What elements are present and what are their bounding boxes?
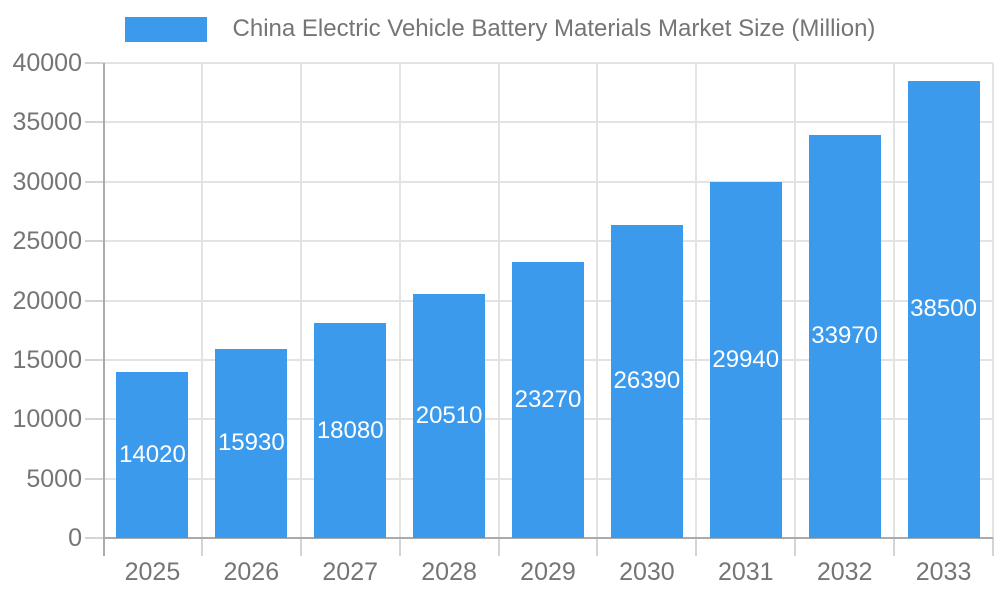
y-axis-label: 5000 (26, 464, 82, 493)
x-tick (893, 538, 896, 556)
x-tick (398, 538, 401, 556)
x-tick (200, 538, 203, 556)
bar-value-label: 18080 (316, 416, 384, 444)
v-gridline (497, 63, 500, 538)
x-tick (497, 538, 500, 556)
h-gridline (103, 121, 993, 124)
y-axis-label: 40000 (12, 49, 82, 77)
bar[interactable] (413, 294, 486, 538)
v-gridline (992, 63, 994, 538)
x-axis-line (103, 537, 993, 539)
v-gridline (398, 63, 401, 538)
y-tick (85, 299, 103, 302)
v-gridline (794, 63, 797, 538)
x-axis-label: 2028 (421, 558, 477, 586)
x-tick (596, 538, 599, 556)
y-tick (85, 240, 103, 243)
bar-value-label: 33970 (811, 322, 879, 350)
y-tick (85, 358, 103, 361)
x-axis-label: 2031 (717, 558, 774, 586)
x-tick (794, 538, 797, 556)
v-gridline (695, 63, 698, 538)
bar[interactable] (808, 134, 881, 538)
y-tick (85, 537, 103, 539)
bar-value-label: 29940 (712, 346, 780, 374)
y-tick (85, 477, 103, 480)
bar-value-label: 23270 (514, 385, 582, 413)
bar-value-label: 20510 (415, 402, 483, 430)
v-gridline (596, 63, 599, 538)
bar[interactable] (314, 323, 387, 538)
h-gridline (103, 180, 993, 183)
y-tick (85, 62, 103, 64)
x-axis-label: 2033 (915, 558, 972, 586)
y-tick (85, 418, 103, 421)
y-tick (85, 121, 103, 124)
y-axis-label: 35000 (12, 108, 82, 137)
bar-value-label: 26390 (613, 367, 681, 395)
y-tick (85, 180, 103, 183)
x-axis-label: 2029 (520, 558, 576, 586)
x-tick (992, 538, 994, 556)
bar-value-label: 15930 (217, 429, 285, 457)
v-gridline (893, 63, 896, 538)
bar[interactable] (512, 261, 584, 538)
y-axis-label: 15000 (12, 345, 82, 374)
x-axis-label: 2026 (223, 558, 280, 586)
x-axis-label: 2025 (124, 558, 181, 586)
bar-value-label: 38500 (910, 295, 977, 323)
v-gridline (299, 63, 302, 538)
y-axis-label: 20000 (12, 286, 82, 315)
bar[interactable] (116, 371, 189, 538)
x-axis-label: 2030 (619, 558, 675, 586)
v-gridline (200, 63, 203, 538)
legend[interactable]: China Electric Vehicle Battery Materials… (0, 15, 1000, 43)
x-axis-label: 2032 (816, 558, 873, 586)
bar[interactable] (610, 224, 683, 538)
x-tick (299, 538, 302, 556)
h-gridline (103, 62, 993, 64)
y-axis-label: 10000 (12, 405, 82, 434)
bar[interactable] (709, 182, 782, 538)
chart-title: China Electric Vehicle Battery Materials… (232, 15, 876, 42)
y-axis-label: 25000 (12, 227, 82, 256)
x-tick (695, 538, 698, 556)
y-axis-line (103, 63, 105, 556)
bar[interactable] (215, 348, 288, 538)
y-axis-label: 30000 (12, 167, 82, 196)
y-axis-label: 0 (68, 524, 82, 552)
x-axis-label: 2027 (322, 558, 379, 586)
bar-value-label: 14020 (119, 440, 186, 468)
legend-swatch (124, 16, 207, 42)
plot-area: 0 5000 10000 15000 20000 25000 30000 35000 40000… (12, 49, 994, 586)
bar[interactable] (907, 80, 980, 538)
h-gridline (103, 240, 993, 243)
